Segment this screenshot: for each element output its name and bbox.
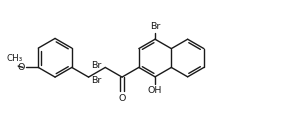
- Text: OH: OH: [148, 86, 162, 95]
- Text: O: O: [118, 94, 126, 103]
- Text: Br: Br: [91, 61, 101, 70]
- Text: Br: Br: [92, 76, 102, 85]
- Text: Br: Br: [150, 22, 160, 31]
- Text: O: O: [18, 63, 25, 72]
- Text: CH₃: CH₃: [6, 54, 23, 63]
